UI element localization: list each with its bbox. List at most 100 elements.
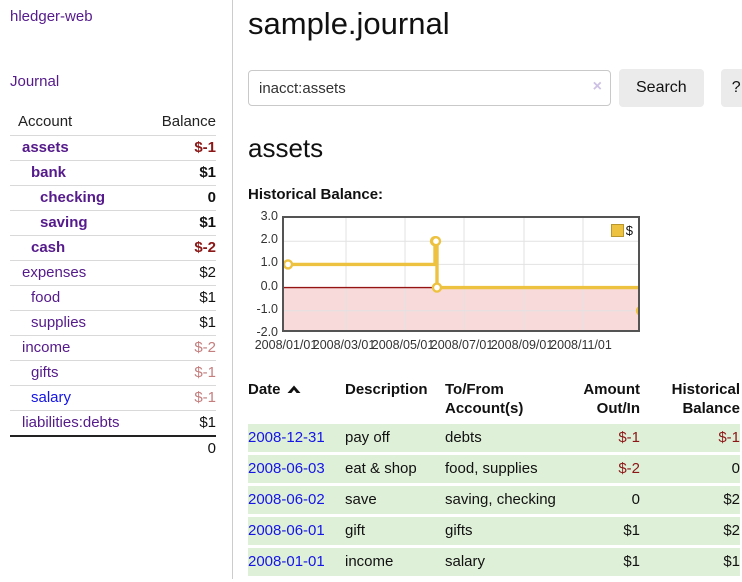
transaction-description: save <box>345 484 445 517</box>
x-axis-tick-label: 2008/01/01 <box>254 338 318 352</box>
account-balance: $-1 <box>194 389 216 406</box>
x-axis-tick-label: 2008/03/01 <box>312 338 376 352</box>
account-heading: assets <box>248 133 324 163</box>
account-balance: 0 <box>207 189 216 206</box>
account-balance: $1 <box>199 214 216 231</box>
x-axis-tick-label: 2008/11/01 <box>550 338 612 352</box>
balance-column-header: Balance <box>161 113 216 130</box>
legend-swatch <box>610 224 624 237</box>
y-axis-tick-label: 3.0 <box>260 209 278 223</box>
transaction-balance: $2 <box>640 484 740 517</box>
header-date-label: Date <box>248 381 281 398</box>
y-axis-tick-label: 0.0 <box>260 278 278 293</box>
app-title-link[interactable]: hledger-web <box>10 8 93 25</box>
historical-balance-chart: $ 3.0 2.0 1.0 0.0 -1.0 -2.0 2008/01/01 2008/03… <box>248 209 668 358</box>
transaction-accounts: saving, checking <box>445 484 571 517</box>
y-axis-tick-label: 2.0 <box>260 232 278 247</box>
account-balance: $-2 <box>194 239 216 256</box>
register-header-row: Date Description To/From Account(s) Amou… <box>248 378 740 424</box>
account-link[interactable]: bank <box>31 164 67 181</box>
y-axis-tick-label: 1.0 <box>260 255 278 270</box>
transaction-description: income <box>345 546 445 579</box>
accounts-table: Account Balance assets $-1 bank $1 check… <box>10 110 216 460</box>
sort-ascending-icon <box>287 385 301 393</box>
sidebar-item-journal[interactable]: Journal <box>10 73 60 90</box>
chart-legend: $ <box>610 223 633 238</box>
transaction-balance: $1 <box>640 546 740 579</box>
account-row-gifts[interactable]: gifts $-1 <box>10 360 216 385</box>
account-link[interactable]: expenses <box>22 264 87 281</box>
transaction-accounts: food, supplies <box>445 453 571 486</box>
y-axis-tick-label: -2.0 <box>256 325 278 339</box>
account-balance: $1 <box>199 414 216 431</box>
accounts-table-header: Account Balance <box>10 110 216 135</box>
register-row: 2008-06-03 eat & shop food, supplies $-2… <box>248 453 740 486</box>
account-row-food[interactable]: food $1 <box>10 285 216 310</box>
account-balance: $2 <box>199 264 216 281</box>
search-form: × Search ? <box>248 69 742 107</box>
transaction-description: pay off <box>345 424 445 455</box>
account-row-supplies[interactable]: supplies $1 <box>10 310 216 335</box>
legend-label: $ <box>625 223 633 238</box>
account-row-assets[interactable]: assets $-1 <box>10 135 216 160</box>
account-row-saving[interactable]: saving $1 <box>10 210 216 235</box>
register-row: 2008-12-31 pay off debts $-1 $-1 <box>248 424 740 455</box>
account-row-bank[interactable]: bank $1 <box>10 160 216 185</box>
account-row-expenses[interactable]: expenses $2 <box>10 260 216 285</box>
transaction-accounts: salary <box>445 546 571 579</box>
transaction-balance: $-1 <box>640 424 740 455</box>
register-row: 2008-06-01 gift gifts $1 $2 <box>248 515 740 548</box>
x-axis-tick-label: 2008/07/01 <box>430 338 494 352</box>
chart-plot-area: $ <box>282 216 640 332</box>
account-balance: $-1 <box>194 364 216 381</box>
account-link[interactable]: saving <box>40 214 88 231</box>
register-table: Date Description To/From Account(s) Amou… <box>248 378 740 579</box>
account-link[interactable]: liabilities:debts <box>22 414 120 431</box>
register-row: 2008-01-01 income salary $1 $1 <box>248 546 740 579</box>
account-balance: $-1 <box>194 139 216 156</box>
transaction-accounts: gifts <box>445 515 571 548</box>
transaction-description: gift <box>345 515 445 548</box>
sidebar: hledger-web Journal Account Balance asse… <box>0 0 233 579</box>
account-balance: $1 <box>199 289 216 306</box>
account-row-checking[interactable]: checking 0 <box>10 185 216 210</box>
account-row-cash[interactable]: cash $-2 <box>10 235 216 260</box>
account-link[interactable]: supplies <box>31 314 87 331</box>
transaction-date-link[interactable]: 2008-06-02 <box>248 491 325 508</box>
account-link[interactable]: gifts <box>31 364 59 381</box>
register-row: 2008-06-02 save saving, checking 0 $2 <box>248 484 740 517</box>
account-link[interactable]: cash <box>31 239 66 256</box>
header-date[interactable]: Date <box>248 378 345 424</box>
account-link[interactable]: income <box>22 339 71 356</box>
account-row-income[interactable]: income $-2 <box>10 335 216 360</box>
search-button[interactable]: Search <box>619 69 704 107</box>
transaction-date-link[interactable]: 2008-12-31 <box>248 429 325 446</box>
clear-search-icon[interactable]: × <box>592 78 602 95</box>
search-help-button[interactable]: ? <box>720 69 742 107</box>
transaction-balance: $2 <box>640 515 740 548</box>
header-amount-outin: Amount Out/In <box>583 381 640 417</box>
accounts-total-value: 0 <box>207 440 216 457</box>
search-input[interactable] <box>248 70 611 106</box>
account-link[interactable]: salary <box>31 389 72 406</box>
y-axis-tick-label: -1.0 <box>256 301 278 316</box>
account-link[interactable]: food <box>31 289 61 306</box>
chart-heading: Historical Balance: <box>248 186 384 203</box>
transaction-balance: 0 <box>640 453 740 486</box>
transaction-date-link[interactable]: 2008-06-03 <box>248 460 325 477</box>
transaction-date-link[interactable]: 2008-01-01 <box>248 553 325 570</box>
account-link[interactable]: assets <box>22 139 69 156</box>
account-link[interactable]: checking <box>40 189 106 206</box>
transaction-description: eat & shop <box>345 453 445 486</box>
account-balance: $1 <box>199 314 216 331</box>
account-row-salary[interactable]: salary $-1 <box>10 385 216 410</box>
account-column-header: Account <box>18 113 73 130</box>
x-axis-tick-label: 2008/05/01 <box>371 338 435 352</box>
account-row-liabilities-debts[interactable]: liabilities:debts $1 <box>10 410 216 435</box>
header-tofrom-accounts: To/From Account(s) <box>445 381 524 417</box>
transaction-amount: $-2 <box>571 453 640 486</box>
transaction-date-link[interactable]: 2008-06-01 <box>248 522 325 539</box>
account-balance: $1 <box>199 164 216 181</box>
main-content: sample.journal × Search ? assets Histori… <box>233 0 742 579</box>
